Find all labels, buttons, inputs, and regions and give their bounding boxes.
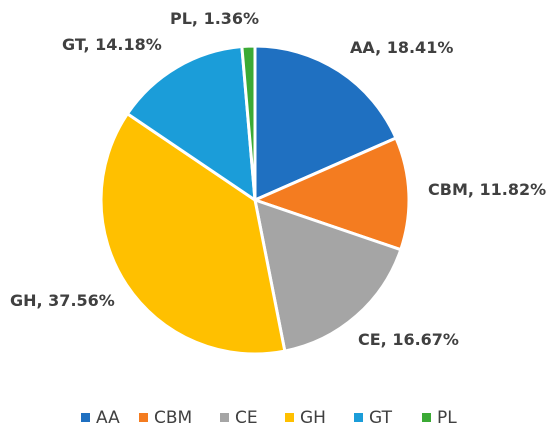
legend-swatch-cbm xyxy=(139,413,148,422)
pie-slice-pl xyxy=(240,44,257,202)
legend-label-aa: AA xyxy=(96,408,120,428)
pie-slices xyxy=(99,44,411,356)
pie-slice-gt xyxy=(125,45,257,202)
legend-swatch-aa xyxy=(81,413,90,422)
legend: AA CBM CE GH GT PL xyxy=(81,408,457,428)
legend-swatch-gh xyxy=(285,413,294,422)
data-label-cbm: CBM, 11.82% xyxy=(428,180,546,199)
pie-slice-ce xyxy=(253,198,403,353)
legend-swatch-pl xyxy=(422,413,431,422)
legend-label-cbm: CBM xyxy=(154,408,192,428)
data-label-gh: GH, 37.56% xyxy=(10,291,115,310)
data-label-pl: PL, 1.36% xyxy=(170,9,259,28)
pie-slice-gh xyxy=(99,112,287,356)
data-label-gt: GT, 14.18% xyxy=(62,35,162,54)
legend-label-gt: GT xyxy=(369,408,393,428)
data-labels: AA, 18.41% CBM, 11.82% CE, 16.67% GH, 37… xyxy=(10,9,546,349)
legend-swatch-ce xyxy=(220,413,229,422)
legend-label-gh: GH xyxy=(300,408,326,428)
pie-slice-aa xyxy=(253,44,398,202)
legend-swatch-gt xyxy=(354,413,363,422)
pie-slice-cbm xyxy=(253,136,411,252)
data-label-aa: AA, 18.41% xyxy=(350,38,453,57)
data-label-ce: CE, 16.67% xyxy=(358,330,459,349)
legend-label-ce: CE xyxy=(235,408,258,428)
legend-label-pl: PL xyxy=(437,408,457,428)
